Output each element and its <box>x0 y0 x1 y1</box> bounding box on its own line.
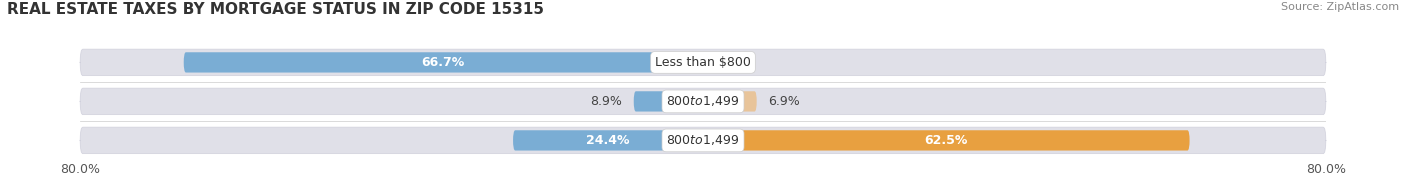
Text: 0.0%: 0.0% <box>714 56 747 69</box>
Text: REAL ESTATE TAXES BY MORTGAGE STATUS IN ZIP CODE 15315: REAL ESTATE TAXES BY MORTGAGE STATUS IN … <box>7 2 544 17</box>
Text: 6.9%: 6.9% <box>769 95 800 108</box>
Text: $800 to $1,499: $800 to $1,499 <box>666 133 740 147</box>
FancyBboxPatch shape <box>634 91 703 112</box>
FancyBboxPatch shape <box>703 91 756 112</box>
Text: 24.4%: 24.4% <box>586 134 630 147</box>
Text: Source: ZipAtlas.com: Source: ZipAtlas.com <box>1281 2 1399 12</box>
FancyBboxPatch shape <box>703 130 1189 151</box>
FancyBboxPatch shape <box>80 88 1326 115</box>
FancyBboxPatch shape <box>513 130 703 151</box>
FancyBboxPatch shape <box>80 127 1326 154</box>
Text: $800 to $1,499: $800 to $1,499 <box>666 94 740 108</box>
Text: 62.5%: 62.5% <box>925 134 967 147</box>
Text: 8.9%: 8.9% <box>591 95 621 108</box>
Text: Less than $800: Less than $800 <box>655 56 751 69</box>
Text: 66.7%: 66.7% <box>422 56 465 69</box>
FancyBboxPatch shape <box>80 49 1326 76</box>
FancyBboxPatch shape <box>184 52 703 73</box>
